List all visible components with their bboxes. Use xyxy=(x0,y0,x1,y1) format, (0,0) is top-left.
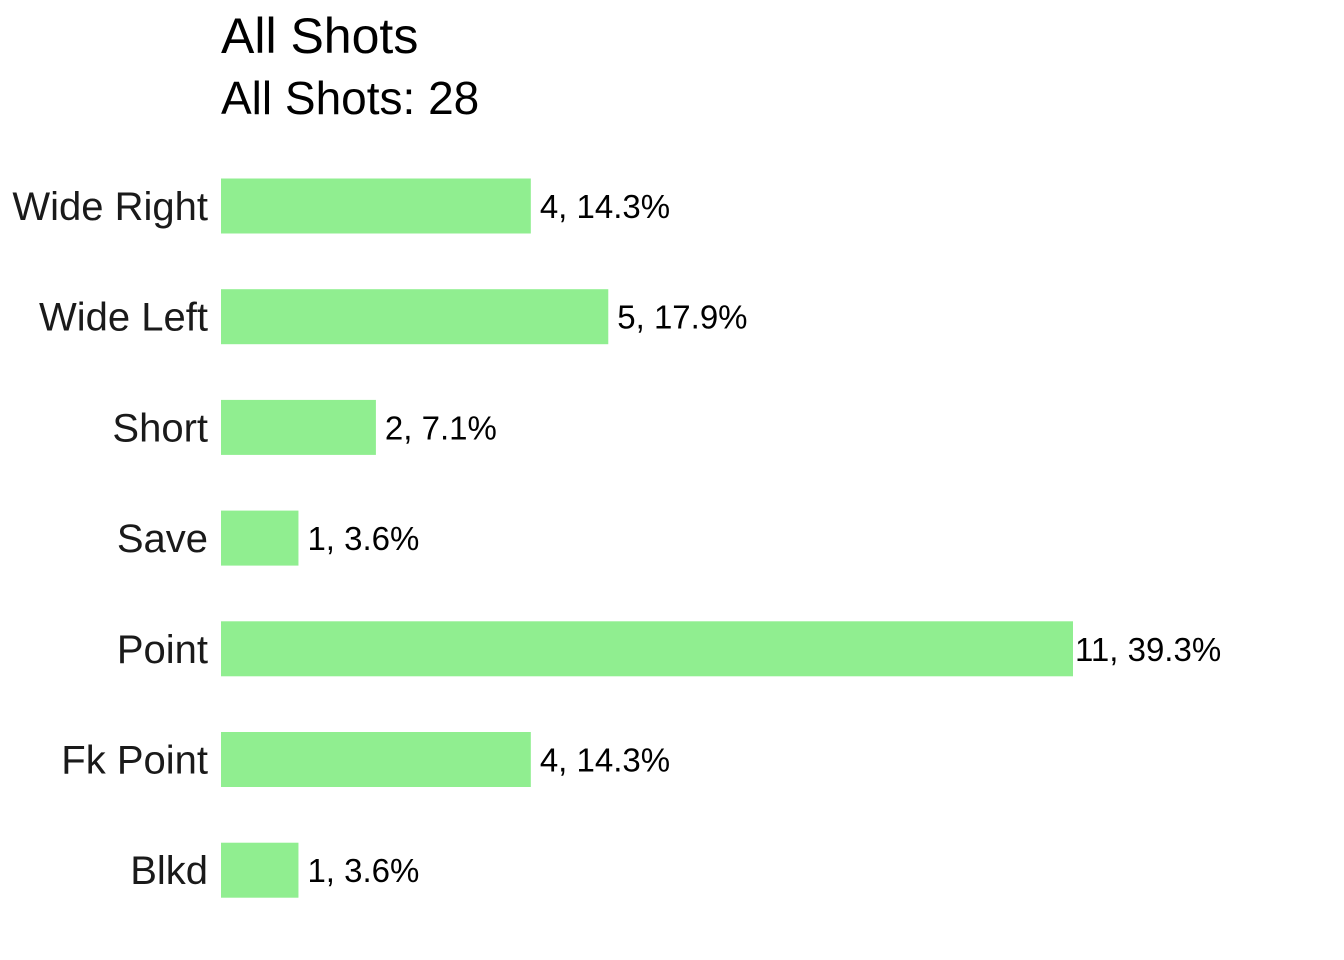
category-label: Wide Right xyxy=(12,185,208,229)
category-label: Blkd xyxy=(130,849,208,893)
data-label: 5, 17.9% xyxy=(617,299,747,336)
bars-layer xyxy=(221,178,1073,898)
chart-title: All Shots xyxy=(221,8,419,64)
data-label: 4, 14.3% xyxy=(540,742,670,779)
labels-layer: Wide Right 4, 14.3% Wide Left 5, 17.9% Short… xyxy=(12,185,1221,893)
category-label: Wide Left xyxy=(39,296,208,340)
bar xyxy=(221,289,609,345)
data-label: 1, 3.6% xyxy=(307,520,419,557)
data-label: 1, 3.6% xyxy=(307,852,419,889)
category-label: Point xyxy=(117,628,208,672)
chart-subtitle: All Shots: 28 xyxy=(221,72,480,124)
bar xyxy=(221,178,531,234)
category-label: Short xyxy=(112,406,208,450)
bar xyxy=(221,732,531,787)
data-label: 11, 39.3% xyxy=(1075,631,1221,668)
bar xyxy=(221,510,299,566)
data-label: 4, 14.3% xyxy=(540,188,670,225)
bar xyxy=(221,621,1073,677)
data-label: 2, 7.1% xyxy=(385,409,497,446)
category-label: Fk Point xyxy=(61,739,208,783)
category-label: Save xyxy=(117,517,208,561)
bar xyxy=(221,399,376,455)
bar xyxy=(221,842,299,898)
